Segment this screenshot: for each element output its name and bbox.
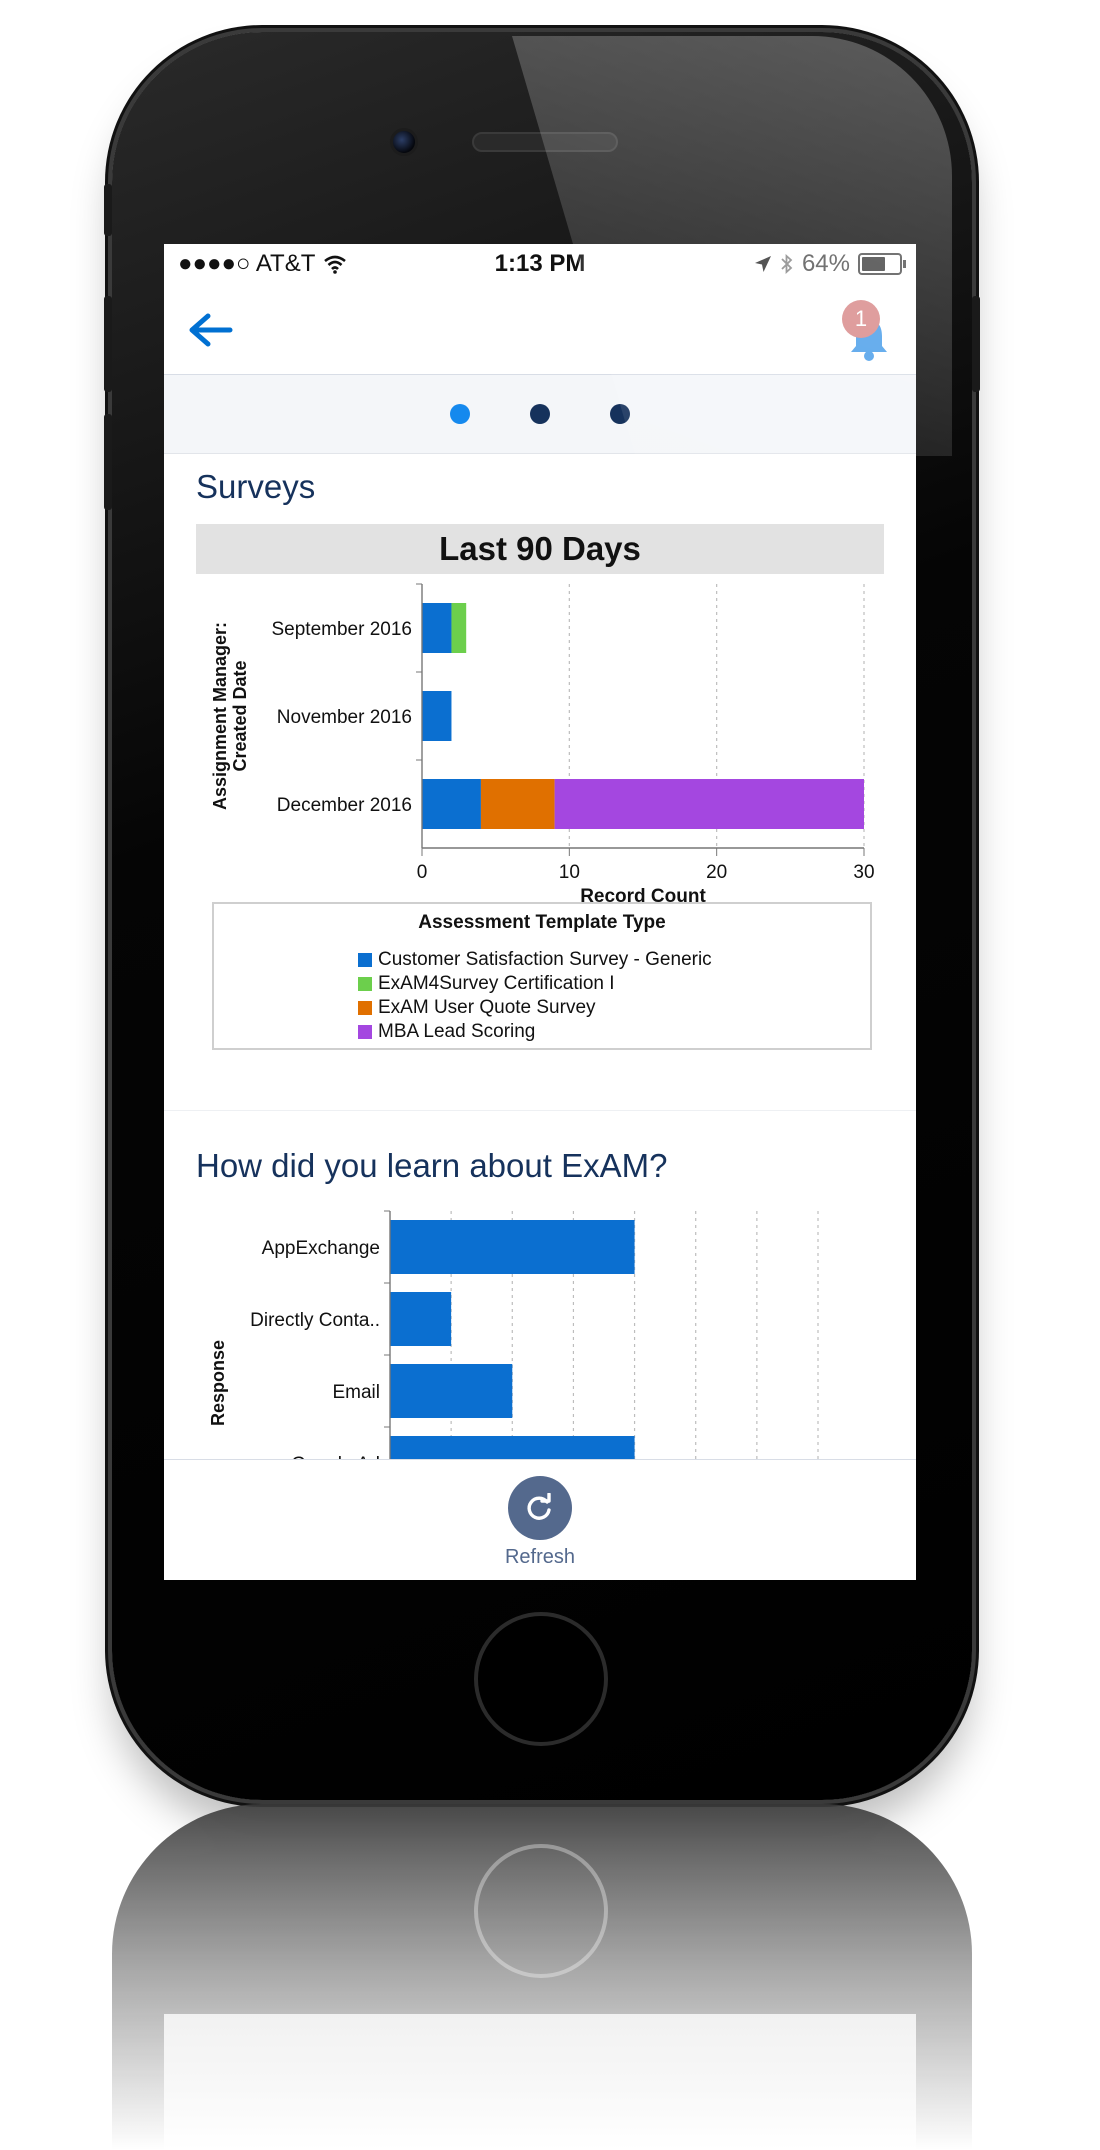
chart-banner: Last 90 Days [196,524,884,574]
x-axis-label: Record Count [580,886,706,902]
card-title-surveys: Surveys [196,468,316,505]
y-axis-label: Response [208,1340,228,1426]
legend-item: ExAM4Survey Certification I [358,972,712,996]
front-camera [390,128,418,156]
home-button[interactable] [474,1612,608,1746]
battery-icon [858,253,906,275]
y-tick-label: September 2016 [272,619,413,640]
refresh-icon [527,1493,551,1520]
legend-item: Customer Satisfaction Survey - Generic [358,948,712,972]
bar [390,1220,635,1274]
legend-label: ExAM4Survey Certification I [378,973,615,994]
volume-up-button [104,296,112,392]
bar-segment [554,779,864,829]
x-tick-label: 30 [853,862,874,883]
status-bar: ●●●●○ AT&T 1:13 PM 64% [164,244,916,284]
y-tick-label: December 2016 [277,795,412,816]
legend-item: ExAM User Quote Survey [358,996,712,1020]
bar-segment [451,603,467,653]
y-tick-label: November 2016 [277,707,412,728]
page-dot-2[interactable] [530,404,550,424]
card-title-learn: How did you learn about ExAM? [196,1147,668,1184]
y-tick-label: Directly Conta.. [250,1310,380,1331]
bar-segment [422,779,481,829]
legend-label: ExAM User Quote Survey [378,997,596,1018]
reflection-screen [164,2014,916,2150]
silent-switch [104,184,112,236]
legend-swatch [358,1025,372,1039]
refresh-label: Refresh [504,1546,576,1568]
legend-label: MBA Lead Scoring [378,1021,536,1042]
surveys-chart: 0 10 20 30 September 2016 November 2016 Decemb… [210,583,875,902]
phone-screen: ●●●●○ AT&T 1:13 PM 64% [164,244,916,1580]
bar-segment [422,603,452,653]
legend-item: MBA Lead Scoring [358,1020,712,1044]
chart-legend: Assessment Template Type Customer Satisf… [212,902,872,1050]
back-button[interactable] [188,310,240,350]
surveys-card: Surveys Last 90 Days 0 10 20 30 September 20… [164,454,916,1072]
notification-count-badge: 1 [842,300,880,338]
legend-label: Customer Satisfaction Survey - Generic [378,949,712,970]
page-dot-3[interactable] [610,404,630,424]
page-indicator [164,375,916,454]
legend-title: Assessment Template Type [418,912,666,933]
reflection-home-button [474,1844,608,1978]
bar-segment [422,691,452,741]
x-tick-label: 20 [706,862,727,883]
x-tick-label: 10 [559,862,580,883]
phone-frame: ●●●●○ AT&T 1:13 PM 64% [104,32,980,1800]
location-arrow-icon [754,256,771,272]
bottom-bar: Refresh [164,1459,916,1580]
legend-list: Customer Satisfaction Survey - Generic Ex… [358,948,712,1044]
y-axis-label: Assignment Manager: [210,622,230,810]
y-tick-label: AppExchange [262,1238,380,1259]
legend-swatch [358,977,372,991]
learn-about-card: How did you learn about ExAM? AppExchang… [164,1110,916,1466]
bar-segment [480,779,555,829]
page-dot-1[interactable] [450,404,470,424]
bluetooth-icon [781,253,793,275]
battery-fill [862,257,886,271]
bar [390,1292,452,1346]
carrier-label: ●●●●○ AT&T [178,250,316,277]
legend-swatch [358,953,372,967]
arrow-left-icon [189,313,233,347]
battery-label: 64% [801,250,850,277]
bar [390,1364,513,1418]
y-axis-label: Created Date [230,660,250,771]
legend-swatch [358,1001,372,1015]
wifi-icon [324,255,347,274]
y-tick-label: Email [332,1382,380,1403]
app-header: 1 [164,284,916,375]
volume-down-button [104,414,112,510]
phone-reflection [112,1804,972,2150]
power-button [972,296,980,392]
dashboard-content[interactable]: Surveys Last 90 Days 0 10 20 30 September 20… [164,454,916,1466]
refresh-button[interactable] [508,1476,572,1540]
x-tick-label: 0 [417,862,428,883]
earpiece-speaker [472,132,618,152]
